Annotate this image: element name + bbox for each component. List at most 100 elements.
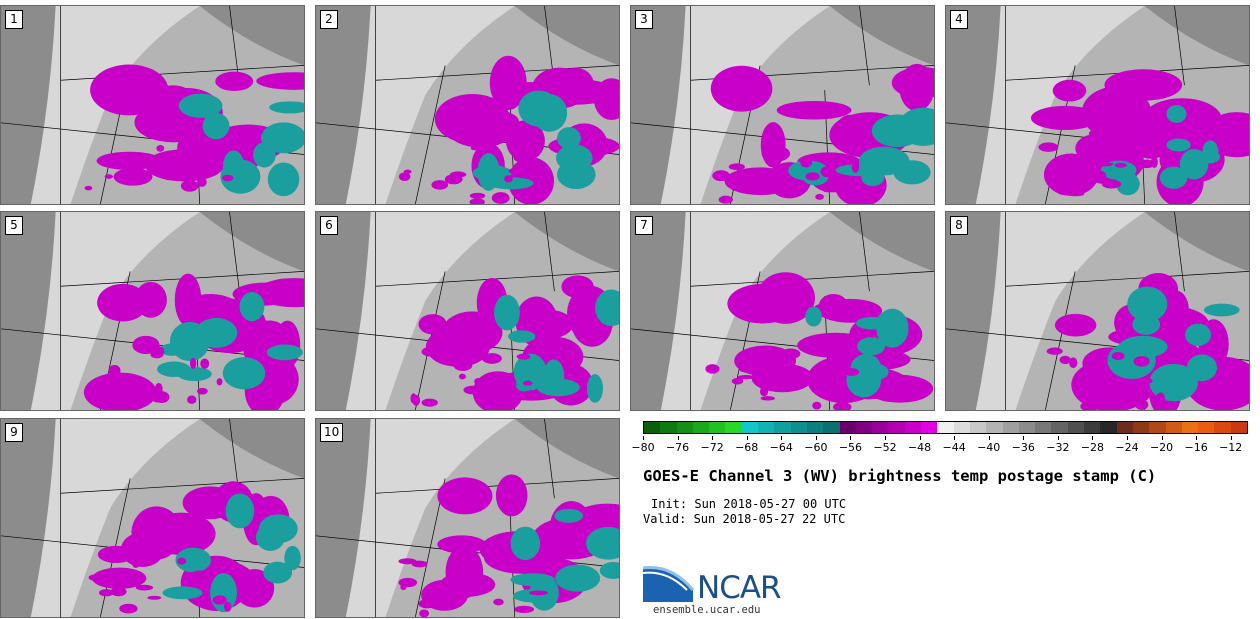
colorbar-segment	[725, 422, 742, 433]
colorbar-segment	[1214, 422, 1231, 433]
colorbar-segment	[676, 422, 693, 433]
colorbar-tick-label: −36	[1011, 441, 1035, 454]
map-panel: 8	[945, 211, 1250, 411]
colorbar-tick	[1161, 436, 1163, 440]
colorbar-segment	[1230, 422, 1247, 433]
colorbar-segment	[1067, 422, 1085, 433]
colorbar-segment	[986, 422, 1003, 433]
colorbar-tick	[815, 436, 817, 440]
panel-number-label: 8	[950, 216, 968, 235]
colorbar-tick	[1023, 436, 1025, 440]
map-panel: 9	[0, 418, 305, 618]
colorbar-segment	[1002, 422, 1019, 433]
colorbar-segment	[741, 422, 759, 433]
colorbar-tick-label: −52	[873, 441, 897, 454]
colorbar-segment	[790, 422, 807, 433]
panel-number-label: 10	[320, 423, 344, 442]
colorbar-tick-label: −24	[1115, 441, 1139, 454]
init-time: Init: Sun 2018-05-27 00 UTC	[651, 497, 847, 511]
colorbar-tick	[746, 436, 748, 440]
panel-number-label: 3	[635, 10, 653, 29]
colorbar-ticks: −80 −76 −72 −68 −64 −60 −56 −52 −48 −44 −40 −36 −32−…	[631, 436, 1248, 456]
colorbar-tick	[885, 436, 886, 440]
colorbar	[643, 421, 1248, 434]
colorbar-segment	[806, 422, 824, 433]
colorbar-segment	[1018, 422, 1036, 433]
colorbar-tick	[781, 436, 783, 440]
ncar-logo-text: NCAR	[697, 570, 782, 606]
colorbar-tick-label: −60	[804, 441, 828, 454]
colorbar-tick-label: −76	[665, 441, 690, 454]
panel-number-label: 6	[320, 216, 338, 235]
panel-number-label: 4	[950, 10, 968, 29]
colorbar-tick-label: −12	[1219, 441, 1243, 454]
colorbar-tick	[1127, 436, 1128, 440]
colorbar-tick	[954, 436, 956, 440]
colorbar-segment	[1116, 422, 1133, 433]
panel-number-label: 1	[5, 10, 23, 29]
colorbar-segment	[692, 422, 710, 433]
colorbar-tick-label: −80	[631, 441, 655, 454]
colorbar-tick-label: −48	[907, 441, 932, 454]
colorbar-tick-label: −40	[977, 441, 1001, 454]
colorbar-segment	[904, 422, 922, 433]
colorbar-tick	[1230, 436, 1232, 440]
colorbar-segment	[758, 422, 775, 433]
colorbar-tick-label: −32	[1046, 441, 1070, 454]
website-url: ensemble.ucar.edu	[653, 604, 761, 616]
map-panel: 4	[945, 5, 1250, 205]
colorbar-segment	[1149, 422, 1166, 433]
colorbar-tick-label: −72	[700, 441, 724, 454]
colorbar-tick-label: −44	[942, 441, 966, 454]
colorbar-tick-label: −20	[1149, 441, 1174, 454]
map-panel: 6	[315, 211, 620, 411]
colorbar-tick	[988, 436, 990, 440]
panel-number-label: 7	[635, 216, 653, 235]
colorbar-tick	[677, 436, 679, 440]
colorbar-segment	[953, 422, 970, 433]
colorbar-segment	[1084, 422, 1101, 433]
ncar-logo-icon	[643, 565, 695, 602]
colorbar-tick	[712, 436, 714, 440]
colorbar-tick	[1057, 436, 1059, 440]
colorbar-segment	[709, 422, 726, 433]
panel-number-label: 2	[320, 10, 338, 29]
panel-number-label: 9	[5, 423, 23, 442]
colorbar-tick-label: −56	[838, 441, 863, 454]
colorbar-segment	[1035, 422, 1052, 433]
colorbar-tick-label: −68	[735, 441, 759, 454]
colorbar-tick	[1196, 436, 1198, 440]
colorbar-tick	[1092, 436, 1094, 440]
colorbar-tick-label: −28	[1080, 441, 1105, 454]
colorbar-segment	[1100, 422, 1117, 433]
colorbar-segment	[644, 422, 661, 433]
map-panel: 1	[0, 5, 305, 205]
colorbar-tick-label: −16	[1184, 441, 1208, 454]
colorbar-segment	[872, 422, 889, 433]
colorbar-segment	[969, 422, 987, 433]
map-panel: 5	[0, 211, 305, 411]
colorbar-segment	[660, 422, 677, 433]
colorbar-segment	[921, 422, 938, 433]
figure-title: GOES-E Channel 3 (WV) brightness temp po…	[643, 467, 1157, 485]
map-panel: 10	[315, 418, 620, 618]
panel-number-label: 5	[5, 216, 23, 235]
colorbar-segment	[823, 422, 840, 433]
colorbar-segment	[1165, 422, 1182, 433]
colorbar-segment	[855, 422, 873, 433]
colorbar-tick	[919, 436, 921, 440]
colorbar-tick	[850, 436, 852, 440]
colorbar-segment	[1051, 422, 1068, 433]
colorbar-segment	[1181, 422, 1199, 433]
colorbar-segment	[1132, 422, 1150, 433]
valid-time: Valid: Sun 2018-05-27 22 UTC	[643, 512, 846, 526]
colorbar-segment	[839, 422, 856, 433]
colorbar-segment	[774, 422, 791, 433]
map-panel: 7	[630, 211, 935, 411]
map-panel: 3	[630, 5, 935, 205]
colorbar-tick	[643, 436, 644, 440]
colorbar-segment	[888, 422, 905, 433]
colorbar-segment	[1198, 422, 1215, 433]
map-panel: 2	[315, 5, 620, 205]
colorbar-tick-label: −64	[769, 441, 793, 454]
